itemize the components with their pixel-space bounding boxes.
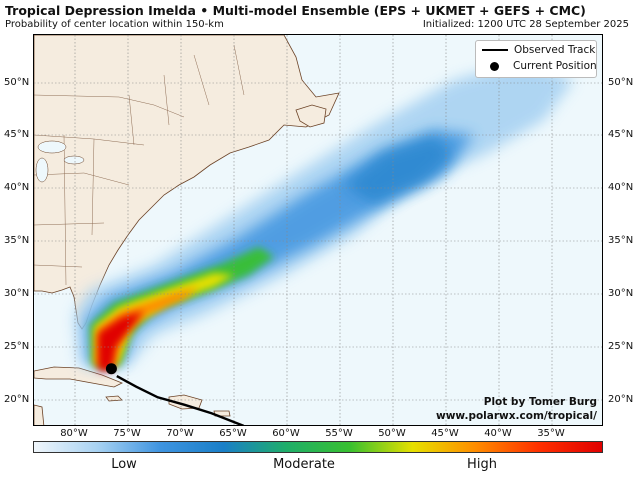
legend-label: Current Position [513,60,597,72]
newfoundland [295,104,327,128]
lon-label: 35°W [537,428,565,439]
colorbar-label-moderate: Moderate [273,457,335,472]
lat-label-right: 30°N [608,288,634,299]
credit-author: Plot by Tomer Burg [483,396,597,408]
lat-label-right: 45°N [608,129,634,140]
map-area[interactable] [33,34,603,426]
map-legend: Observed Track Current Position [475,40,597,78]
lon-label: 50°W [378,428,406,439]
track-line-icon [482,49,508,51]
lat-label-right: 25°N [608,341,634,352]
probability-colorbar [33,441,603,453]
lon-label: 55°W [325,428,353,439]
lat-label-left: 30°N [4,288,30,299]
chart-subtitle: Probability of center location within 15… [5,19,224,30]
lat-label-left: 25°N [4,341,30,352]
legend-item-observed-track: Observed Track [482,44,595,56]
colorbar-label-low: Low [111,457,137,472]
lon-label: 80°W [60,428,88,439]
map-canvas [34,35,602,425]
lat-label-left: 50°N [4,77,30,88]
chart-title: Tropical Depression Imelda • Multi-model… [5,3,586,18]
legend-item-current-position: Current Position [482,60,597,72]
colorbar-label-high: High [467,457,497,472]
hispaniola [168,394,203,410]
lat-label-right: 40°N [608,182,634,193]
central-america [34,404,45,425]
legend-label: Observed Track [514,44,596,56]
lon-label: 45°W [431,428,459,439]
north-america [34,35,340,330]
lat-label-right: 50°N [608,77,634,88]
lat-label-left: 35°N [4,235,30,246]
probability-swath [74,60,574,371]
lat-label-right: 35°N [608,235,634,246]
land [34,35,340,425]
lon-label: 60°W [272,428,300,439]
gridlines [34,35,602,425]
current-position-marker[interactable] [105,363,117,375]
initialized-time: Initialized: 1200 UTC 28 September 2025 [422,19,629,30]
lat-label-right: 20°N [608,394,634,405]
credit-url[interactable]: www.polarwx.com/tropical/ [436,410,597,422]
great-lakes [35,140,85,183]
lon-label: 40°W [484,428,512,439]
lat-label-left: 40°N [4,182,30,193]
cuba [34,366,123,388]
lon-label: 70°W [166,428,194,439]
position-dot-icon [490,61,499,71]
observed-track-line [116,375,245,425]
lat-label-left: 45°N [4,129,30,140]
lon-label: 65°W [219,428,247,439]
lat-label-left: 20°N [4,394,30,405]
lon-label: 75°W [113,428,141,439]
